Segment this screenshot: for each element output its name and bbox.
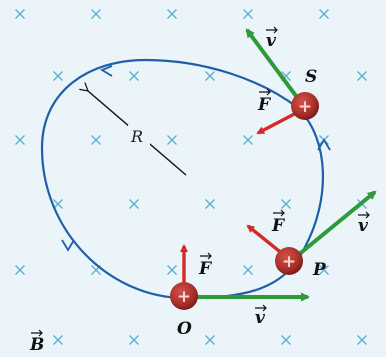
field-cross-icon <box>91 9 101 19</box>
velocity-label-s-text: v <box>266 31 277 51</box>
field-cross-icon <box>15 9 25 19</box>
field-cross-icon <box>357 71 367 81</box>
point-p-label: P <box>312 260 327 280</box>
field-cross-icon <box>319 265 329 275</box>
field-cross-icon <box>243 135 253 145</box>
point-o-label: O <box>177 319 192 339</box>
charge-s-sign: + <box>298 97 312 117</box>
field-cross-icon <box>53 335 63 345</box>
radius-label: R <box>130 127 143 146</box>
field-label-text: B <box>29 335 44 355</box>
velocity-label-s: v <box>266 26 278 51</box>
field-cross-icon <box>205 71 215 81</box>
charge-p-sign: + <box>282 252 296 272</box>
field-cross-icon <box>129 71 139 81</box>
orbit-direction-arrow-right <box>317 138 331 151</box>
field-cross-icon <box>129 199 139 209</box>
point-s-label: S <box>305 67 317 87</box>
force-label-p: F <box>271 209 286 236</box>
velocity-arrow-s <box>245 28 304 106</box>
field-cross-icon <box>91 135 101 145</box>
charge-o: + <box>170 282 198 310</box>
field-cross-icon <box>15 265 25 275</box>
force-label-s: F <box>257 88 272 115</box>
velocity-label-p: v <box>358 211 370 236</box>
magnetic-field-crosses <box>15 9 367 345</box>
force-label-p-text: F <box>271 216 286 236</box>
field-cross-icon <box>53 71 63 81</box>
charge-o-sign: + <box>177 287 191 307</box>
field-label: B <box>29 329 44 355</box>
field-cross-icon <box>243 9 253 19</box>
field-cross-icon <box>205 199 215 209</box>
force-arrow-p <box>246 224 286 257</box>
force-label-o: F <box>198 252 213 279</box>
velocity-label-p-text: v <box>358 216 369 236</box>
orbit-direction-arrow-left <box>61 239 75 252</box>
force-label-o-text: F <box>198 259 213 279</box>
velocity-label-o: v <box>255 304 267 328</box>
field-cross-icon <box>281 335 291 345</box>
field-cross-icon <box>167 135 177 145</box>
orbit-direction-arrow-top <box>99 65 113 77</box>
field-cross-icon <box>167 265 177 275</box>
field-cross-icon <box>357 335 367 345</box>
field-cross-icon <box>281 199 291 209</box>
radius-label-bg <box>128 125 150 147</box>
force-label-s-text: F <box>257 95 272 115</box>
velocity-label-o-text: v <box>255 308 266 328</box>
field-cross-icon <box>319 9 329 19</box>
force-arrow-s <box>256 109 301 135</box>
field-cross-icon <box>129 335 139 345</box>
field-cross-icon <box>243 265 253 275</box>
field-cross-icon <box>205 335 215 345</box>
charge-s: + <box>291 92 319 120</box>
charge-p: + <box>275 247 303 275</box>
field-cross-icon <box>167 9 177 19</box>
field-cross-icon <box>15 135 25 145</box>
velocity-arrow-p <box>290 190 377 262</box>
